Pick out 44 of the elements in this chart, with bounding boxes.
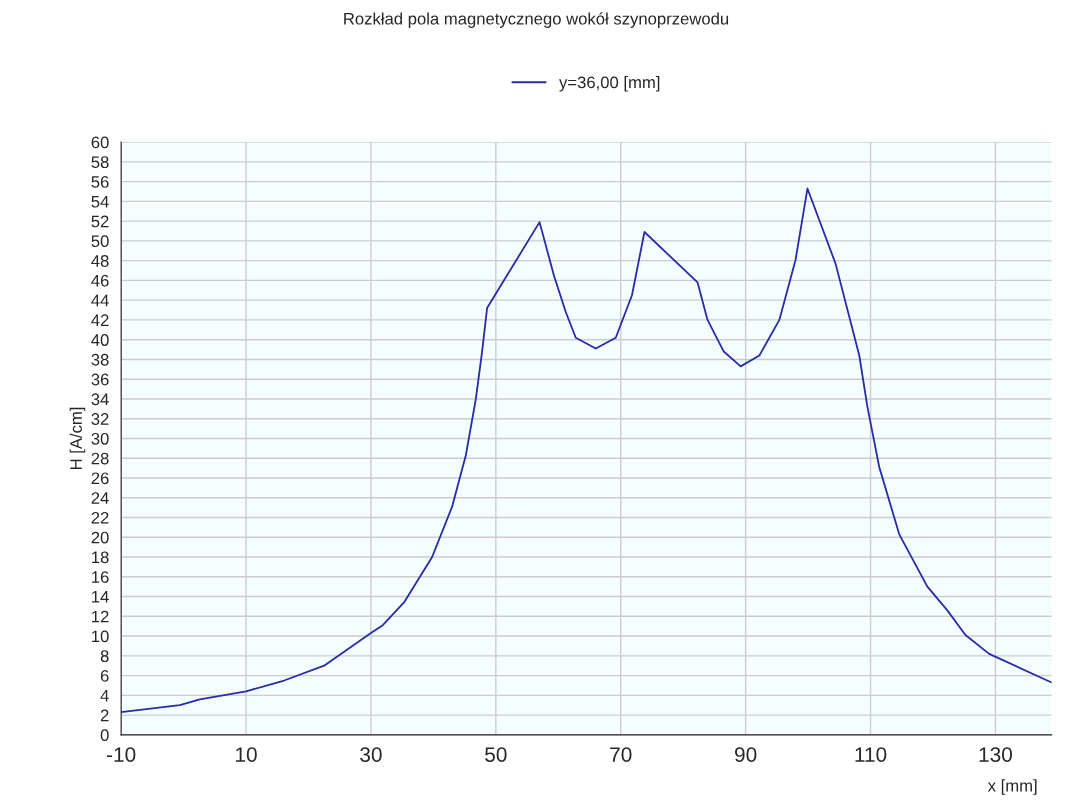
y-tick-label: 60: [91, 136, 109, 149]
y-tick-label: 10: [92, 630, 109, 643]
x-tick-label: 130: [979, 747, 1012, 762]
legend-label: y=36,00 [mm]: [559, 76, 660, 92]
y-tick-label: 20: [91, 531, 109, 544]
x-tick-label: 10: [236, 747, 257, 762]
y-tick-label: 24: [91, 492, 109, 504]
x-tick-label: 50: [485, 747, 507, 762]
y-tick-label: 34: [91, 393, 109, 406]
x-tick-label: 30: [360, 747, 382, 762]
y-tick-label: 48: [91, 255, 109, 267]
x-tick-label: -10: [107, 747, 136, 762]
y-tick-label: 50: [91, 235, 109, 248]
y-tick-label: 4: [100, 689, 109, 702]
y-tick-label: 2: [100, 709, 109, 722]
y-tick-label: 30: [91, 432, 109, 445]
y-tick-label: 38: [91, 353, 109, 366]
y-tick-label: 52: [91, 215, 109, 228]
y-tick-label: 46: [91, 274, 109, 287]
x-tick-label: 110: [855, 747, 887, 762]
chart-title: Rozkład pola magnetycznego wokół szynoprzewodu: [344, 12, 729, 28]
y-tick-label: 18: [92, 551, 109, 564]
y-tick-label: 8: [100, 650, 109, 663]
y-tick-label: 36: [91, 373, 109, 386]
y-tick-label: 40: [91, 334, 109, 346]
y-tick-label: 6: [100, 669, 109, 682]
y-tick-label: 14: [92, 591, 109, 603]
y-tick-label: 58: [91, 156, 109, 169]
y-tick-label: 42: [91, 314, 109, 326]
y-axis-title: H [A/cm]: [69, 407, 86, 470]
x-axis-title: x [mm]: [987, 779, 1037, 795]
y-tick-label: 54: [91, 195, 109, 208]
y-tick-label: 56: [91, 176, 109, 188]
x-tick-label: 90: [735, 747, 757, 762]
y-tick-label: 32: [91, 413, 109, 425]
line-series: [121, 187, 1052, 714]
y-tick-label: 16: [92, 571, 109, 583]
y-tick-label: 22: [91, 511, 109, 524]
y-tick-label: 44: [91, 294, 109, 307]
y-tick-label: 12: [92, 610, 109, 623]
y-tick-label: 0: [100, 729, 109, 742]
y-tick-label: 28: [91, 452, 109, 465]
x-tick-label: 70: [610, 747, 632, 762]
y-tick-label: 26: [91, 472, 109, 485]
